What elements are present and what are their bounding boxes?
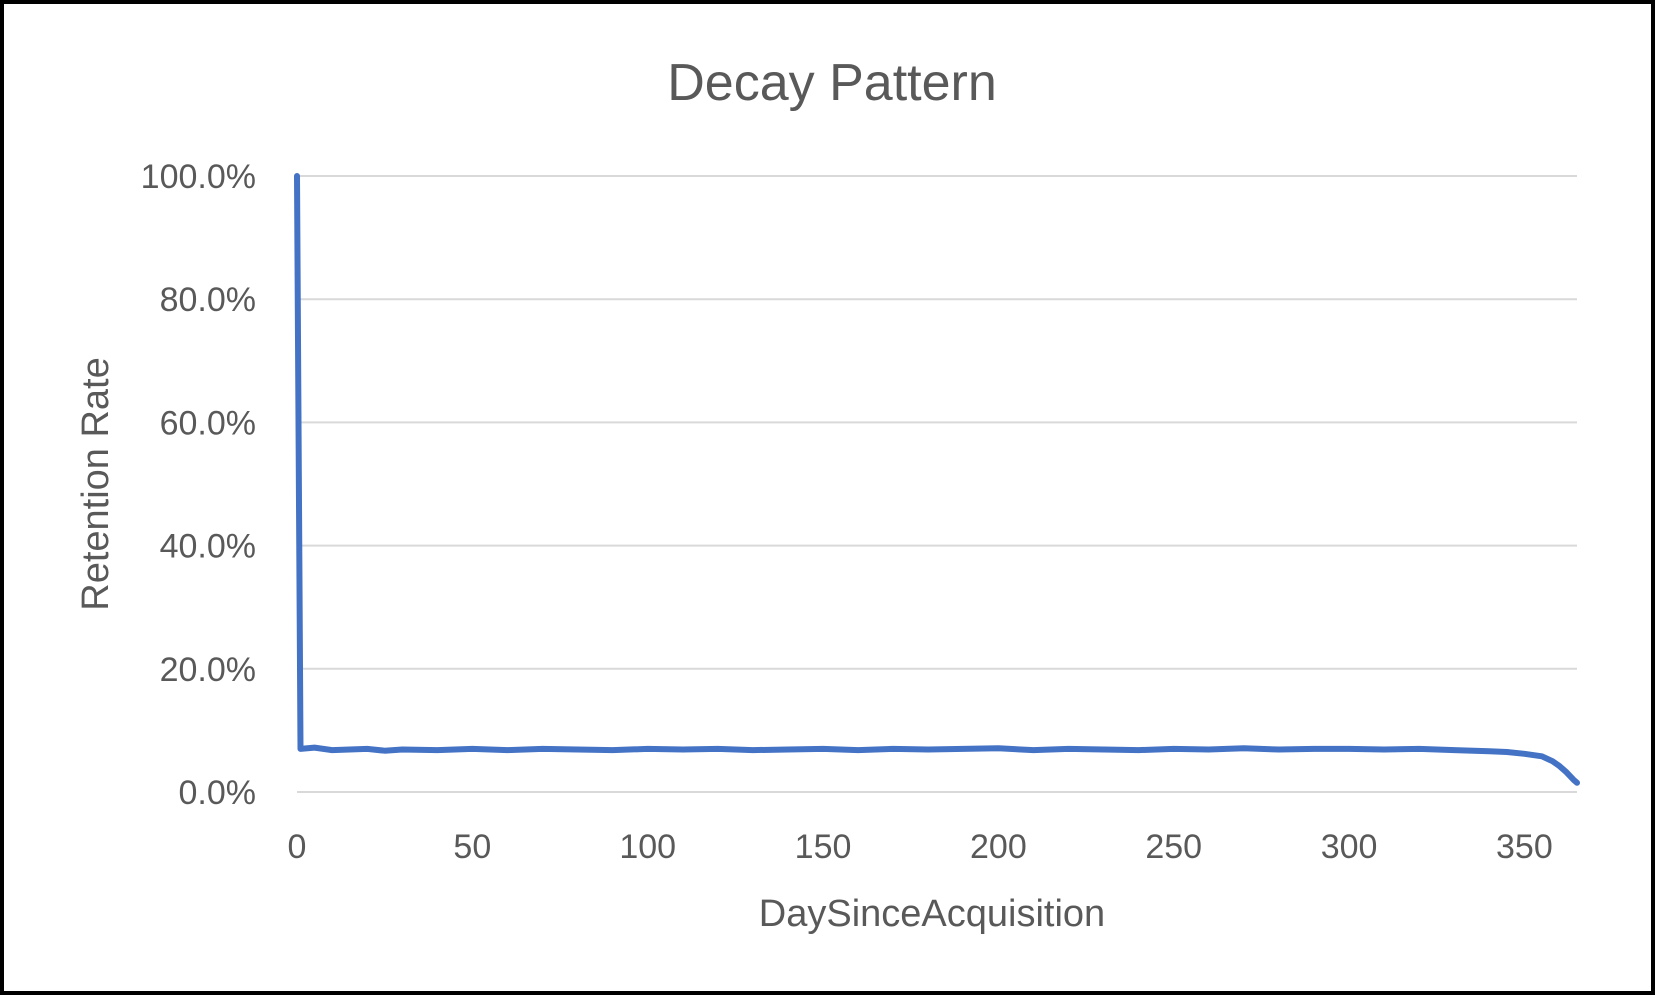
x-tick-label: 200 xyxy=(970,828,1027,866)
y-tick-label: 20.0% xyxy=(160,651,256,689)
x-axis-title: DaySinceAcquisition xyxy=(759,893,1105,935)
gridlines xyxy=(297,175,1577,793)
y-tick-label: 0.0% xyxy=(179,774,257,812)
x-tick-label: 350 xyxy=(1496,828,1553,866)
chart: 0.0% 20.0% 40.0% 60.0% 80.0% 100.0% 0 50 100 150 2… xyxy=(75,54,1580,935)
series-line xyxy=(294,173,1580,786)
y-axis-title: Retention Rate xyxy=(75,357,117,611)
x-tick-label: 150 xyxy=(795,828,852,866)
series-layer xyxy=(294,173,1580,786)
chart-title: Decay Pattern xyxy=(667,54,997,112)
x-tick-label: 300 xyxy=(1321,828,1378,866)
x-tick-label: 50 xyxy=(453,828,491,866)
y-tick-label: 80.0% xyxy=(160,281,256,319)
x-tick-label: 100 xyxy=(619,828,676,866)
x-tick-label: 0 xyxy=(288,828,307,866)
y-tick-label: 100.0% xyxy=(141,158,256,196)
y-tick-label: 40.0% xyxy=(160,528,256,566)
x-tick-label: 250 xyxy=(1145,828,1202,866)
y-tick-label: 60.0% xyxy=(160,404,256,442)
tick-labels: 0.0% 20.0% 40.0% 60.0% 80.0% 100.0% 0 50 100 150 2… xyxy=(141,158,1553,866)
